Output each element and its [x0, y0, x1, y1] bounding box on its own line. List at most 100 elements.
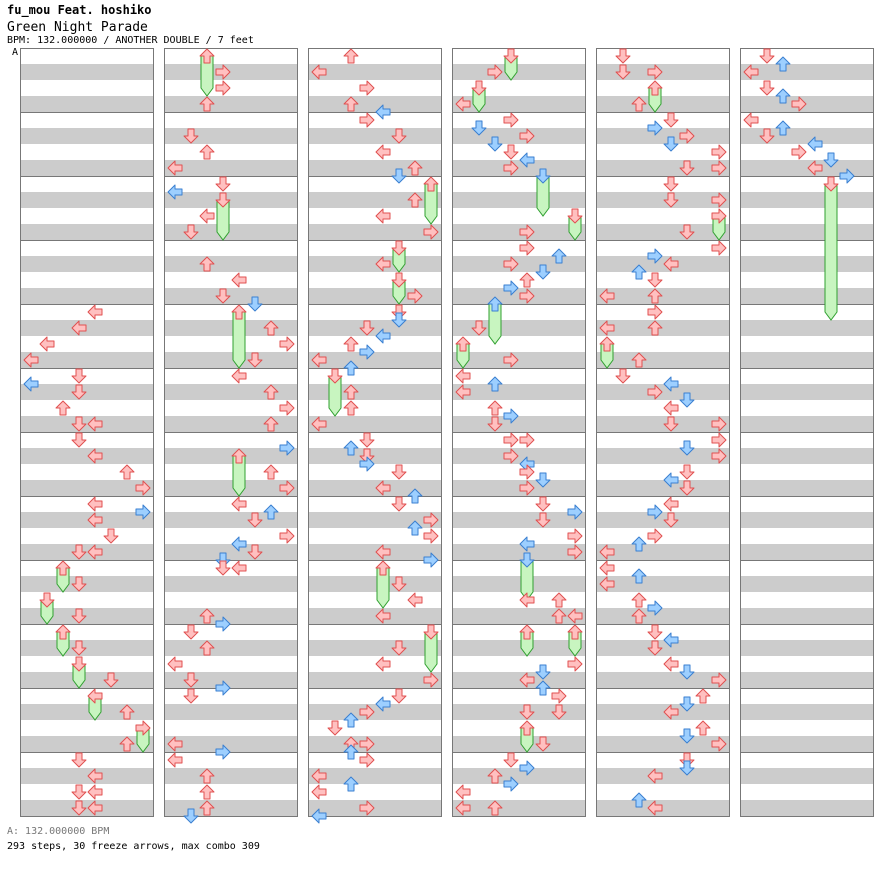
- step-arrow-right-icon: [503, 776, 519, 792]
- beat-stripe: [741, 480, 873, 496]
- step-arrow-right-icon: [423, 224, 439, 240]
- measure-line: [165, 176, 297, 177]
- chart-column-1: [20, 48, 154, 817]
- step-arrow-left-icon: [663, 496, 679, 512]
- step-arrow-down-icon: [103, 528, 119, 544]
- step-arrow-left-icon: [87, 688, 103, 704]
- beat-stripe: [165, 448, 297, 464]
- measure-line: [21, 624, 153, 625]
- beat-stripe: [453, 544, 585, 560]
- step-arrow-down-icon: [615, 48, 631, 64]
- step-arrow-down-icon: [215, 176, 231, 192]
- step-arrow-up-icon: [455, 336, 471, 352]
- measure-line: [597, 240, 729, 241]
- chart-stats: 293 steps, 30 freeze arrows, max combo 3…: [7, 841, 260, 852]
- step-arrow-left-icon: [663, 472, 679, 488]
- step-arrow-left-icon: [455, 800, 471, 816]
- beat-stripe: [741, 384, 873, 400]
- step-arrow-left-icon: [663, 632, 679, 648]
- beat-stripe: [309, 224, 441, 240]
- beat-stripe: [741, 576, 873, 592]
- step-arrow-down-icon: [247, 296, 263, 312]
- step-arrow-down-icon: [471, 80, 487, 96]
- beat-stripe: [597, 768, 729, 784]
- step-arrow-right-icon: [567, 504, 583, 520]
- step-arrow-down-icon: [759, 80, 775, 96]
- step-arrow-up-icon: [647, 288, 663, 304]
- step-arrow-right-icon: [647, 528, 663, 544]
- step-arrow-left-icon: [311, 784, 327, 800]
- measure-line: [309, 240, 441, 241]
- step-arrow-left-icon: [599, 544, 615, 560]
- step-arrow-right-icon: [551, 688, 567, 704]
- step-arrow-left-icon: [87, 544, 103, 560]
- measure-line: [741, 496, 873, 497]
- beat-stripe: [741, 416, 873, 432]
- beat-stripe: [21, 800, 153, 816]
- step-arrow-down-icon: [679, 760, 695, 776]
- step-arrow-down-icon: [391, 688, 407, 704]
- step-arrow-down-icon: [679, 480, 695, 496]
- beat-stripe: [21, 256, 153, 272]
- step-arrow-down-icon: [615, 64, 631, 80]
- beat-stripe: [21, 64, 153, 80]
- step-arrow-down-icon: [71, 608, 87, 624]
- beat-stripe: [309, 64, 441, 80]
- step-arrow-up-icon: [775, 120, 791, 136]
- measure-line: [741, 240, 873, 241]
- beat-stripe: [309, 192, 441, 208]
- beat-stripe: [165, 704, 297, 720]
- beat-stripe: [165, 64, 297, 80]
- step-arrow-left-icon: [663, 704, 679, 720]
- step-arrow-down-icon: [391, 168, 407, 184]
- step-arrow-up-icon: [407, 160, 423, 176]
- step-arrow-right-icon: [423, 552, 439, 568]
- step-arrow-right-icon: [359, 736, 375, 752]
- beat-stripe: [741, 640, 873, 656]
- beat-stripe: [165, 224, 297, 240]
- beat-stripe: [597, 384, 729, 400]
- step-arrow-down-icon: [103, 672, 119, 688]
- step-arrow-left-icon: [599, 320, 615, 336]
- step-arrow-down-icon: [391, 464, 407, 480]
- beat-stripe: [741, 672, 873, 688]
- step-arrow-right-icon: [519, 432, 535, 448]
- step-arrow-right-icon: [711, 192, 727, 208]
- step-arrow-down-icon: [215, 192, 231, 208]
- step-arrow-down-icon: [503, 144, 519, 160]
- step-arrow-up-icon: [551, 592, 567, 608]
- measure-line: [597, 688, 729, 689]
- step-arrow-left-icon: [375, 480, 391, 496]
- freeze-arrow-tail: [232, 311, 246, 369]
- measure-line: [21, 368, 153, 369]
- step-arrow-down-icon: [183, 688, 199, 704]
- beat-stripe: [597, 96, 729, 112]
- beat-stripe: [165, 128, 297, 144]
- step-arrow-down-icon: [647, 272, 663, 288]
- measure-line: [597, 48, 729, 49]
- step-arrow-down-icon: [423, 624, 439, 640]
- beat-stripe: [741, 768, 873, 784]
- step-arrow-down-icon: [535, 736, 551, 752]
- chart-column-5: [596, 48, 730, 817]
- step-arrow-right-icon: [503, 432, 519, 448]
- step-arrow-down-icon: [471, 120, 487, 136]
- step-arrow-down-icon: [663, 192, 679, 208]
- step-arrow-left-icon: [455, 368, 471, 384]
- beat-stripe: [21, 128, 153, 144]
- beat-stripe: [741, 288, 873, 304]
- step-arrow-up-icon: [231, 304, 247, 320]
- step-arrow-right-icon: [519, 224, 535, 240]
- step-arrow-right-icon: [503, 352, 519, 368]
- beat-stripe: [741, 704, 873, 720]
- step-arrow-left-icon: [519, 536, 535, 552]
- measure-line: [741, 304, 873, 305]
- step-arrow-left-icon: [599, 560, 615, 576]
- beat-stripe: [453, 256, 585, 272]
- step-arrow-up-icon: [263, 416, 279, 432]
- beat-stripe: [741, 352, 873, 368]
- beat-stripe: [453, 224, 585, 240]
- step-arrow-left-icon: [167, 184, 183, 200]
- beat-stripe: [453, 352, 585, 368]
- step-arrow-left-icon: [231, 272, 247, 288]
